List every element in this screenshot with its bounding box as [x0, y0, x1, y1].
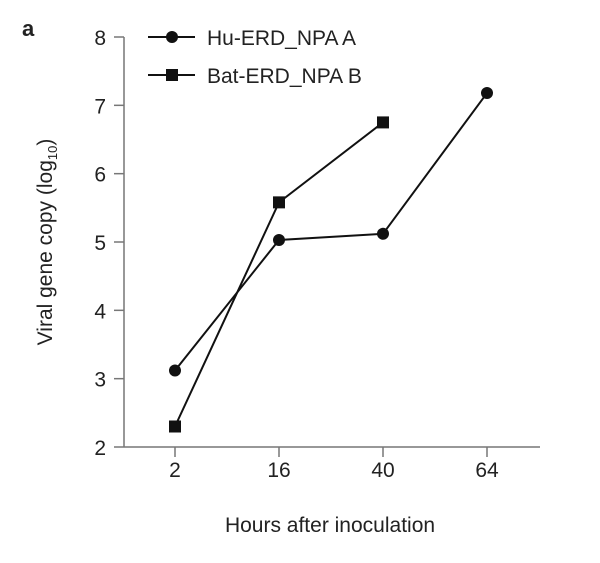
- y-tick-label: 3: [94, 369, 106, 392]
- y-tick-label: 6: [94, 164, 106, 187]
- x-tick-label: 64: [475, 459, 499, 482]
- data-point: [377, 116, 389, 129]
- data-point: [273, 233, 285, 246]
- y-axis-label-subscript: 10: [45, 146, 60, 160]
- y-tick-label: 8: [94, 27, 106, 50]
- series-line: [174, 121, 384, 427]
- x-axis-label: Hours after inoculation: [225, 514, 435, 537]
- data-point: [377, 227, 389, 240]
- data-point: [169, 364, 181, 377]
- legend: Hu-ERD_NPA A Bat-ERD_NPA B: [148, 27, 362, 88]
- x-tick-label: 40: [371, 459, 394, 482]
- y-axis-label: Viral gene copy (log10): [34, 139, 60, 346]
- data-point: [169, 420, 181, 433]
- data-point: [273, 196, 285, 209]
- y-tick-label: 4: [94, 300, 106, 323]
- data-point: [481, 87, 493, 100]
- y-axis-label-main: Viral gene copy (log: [34, 160, 57, 345]
- y-tick-label: 7: [94, 95, 106, 118]
- legend-marker: [166, 69, 178, 81]
- series-line: [174, 92, 488, 372]
- y-tick-label: 5: [94, 232, 106, 255]
- series-2: [169, 116, 389, 433]
- axes: 2 3 4 5 6 7 8 2 16 40 64: [94, 27, 540, 482]
- legend-label: Bat-ERD_NPA B: [207, 65, 362, 88]
- panel-label: a: [22, 16, 35, 41]
- legend-label: Hu-ERD_NPA A: [207, 27, 356, 50]
- y-axis-label-end: ): [34, 139, 57, 146]
- x-tick-label: 16: [267, 459, 290, 482]
- legend-marker: [166, 31, 178, 43]
- series-group: [169, 87, 493, 433]
- y-tick-label: 2: [94, 437, 106, 460]
- series-1: [169, 87, 493, 377]
- x-tick-label: 2: [169, 459, 181, 482]
